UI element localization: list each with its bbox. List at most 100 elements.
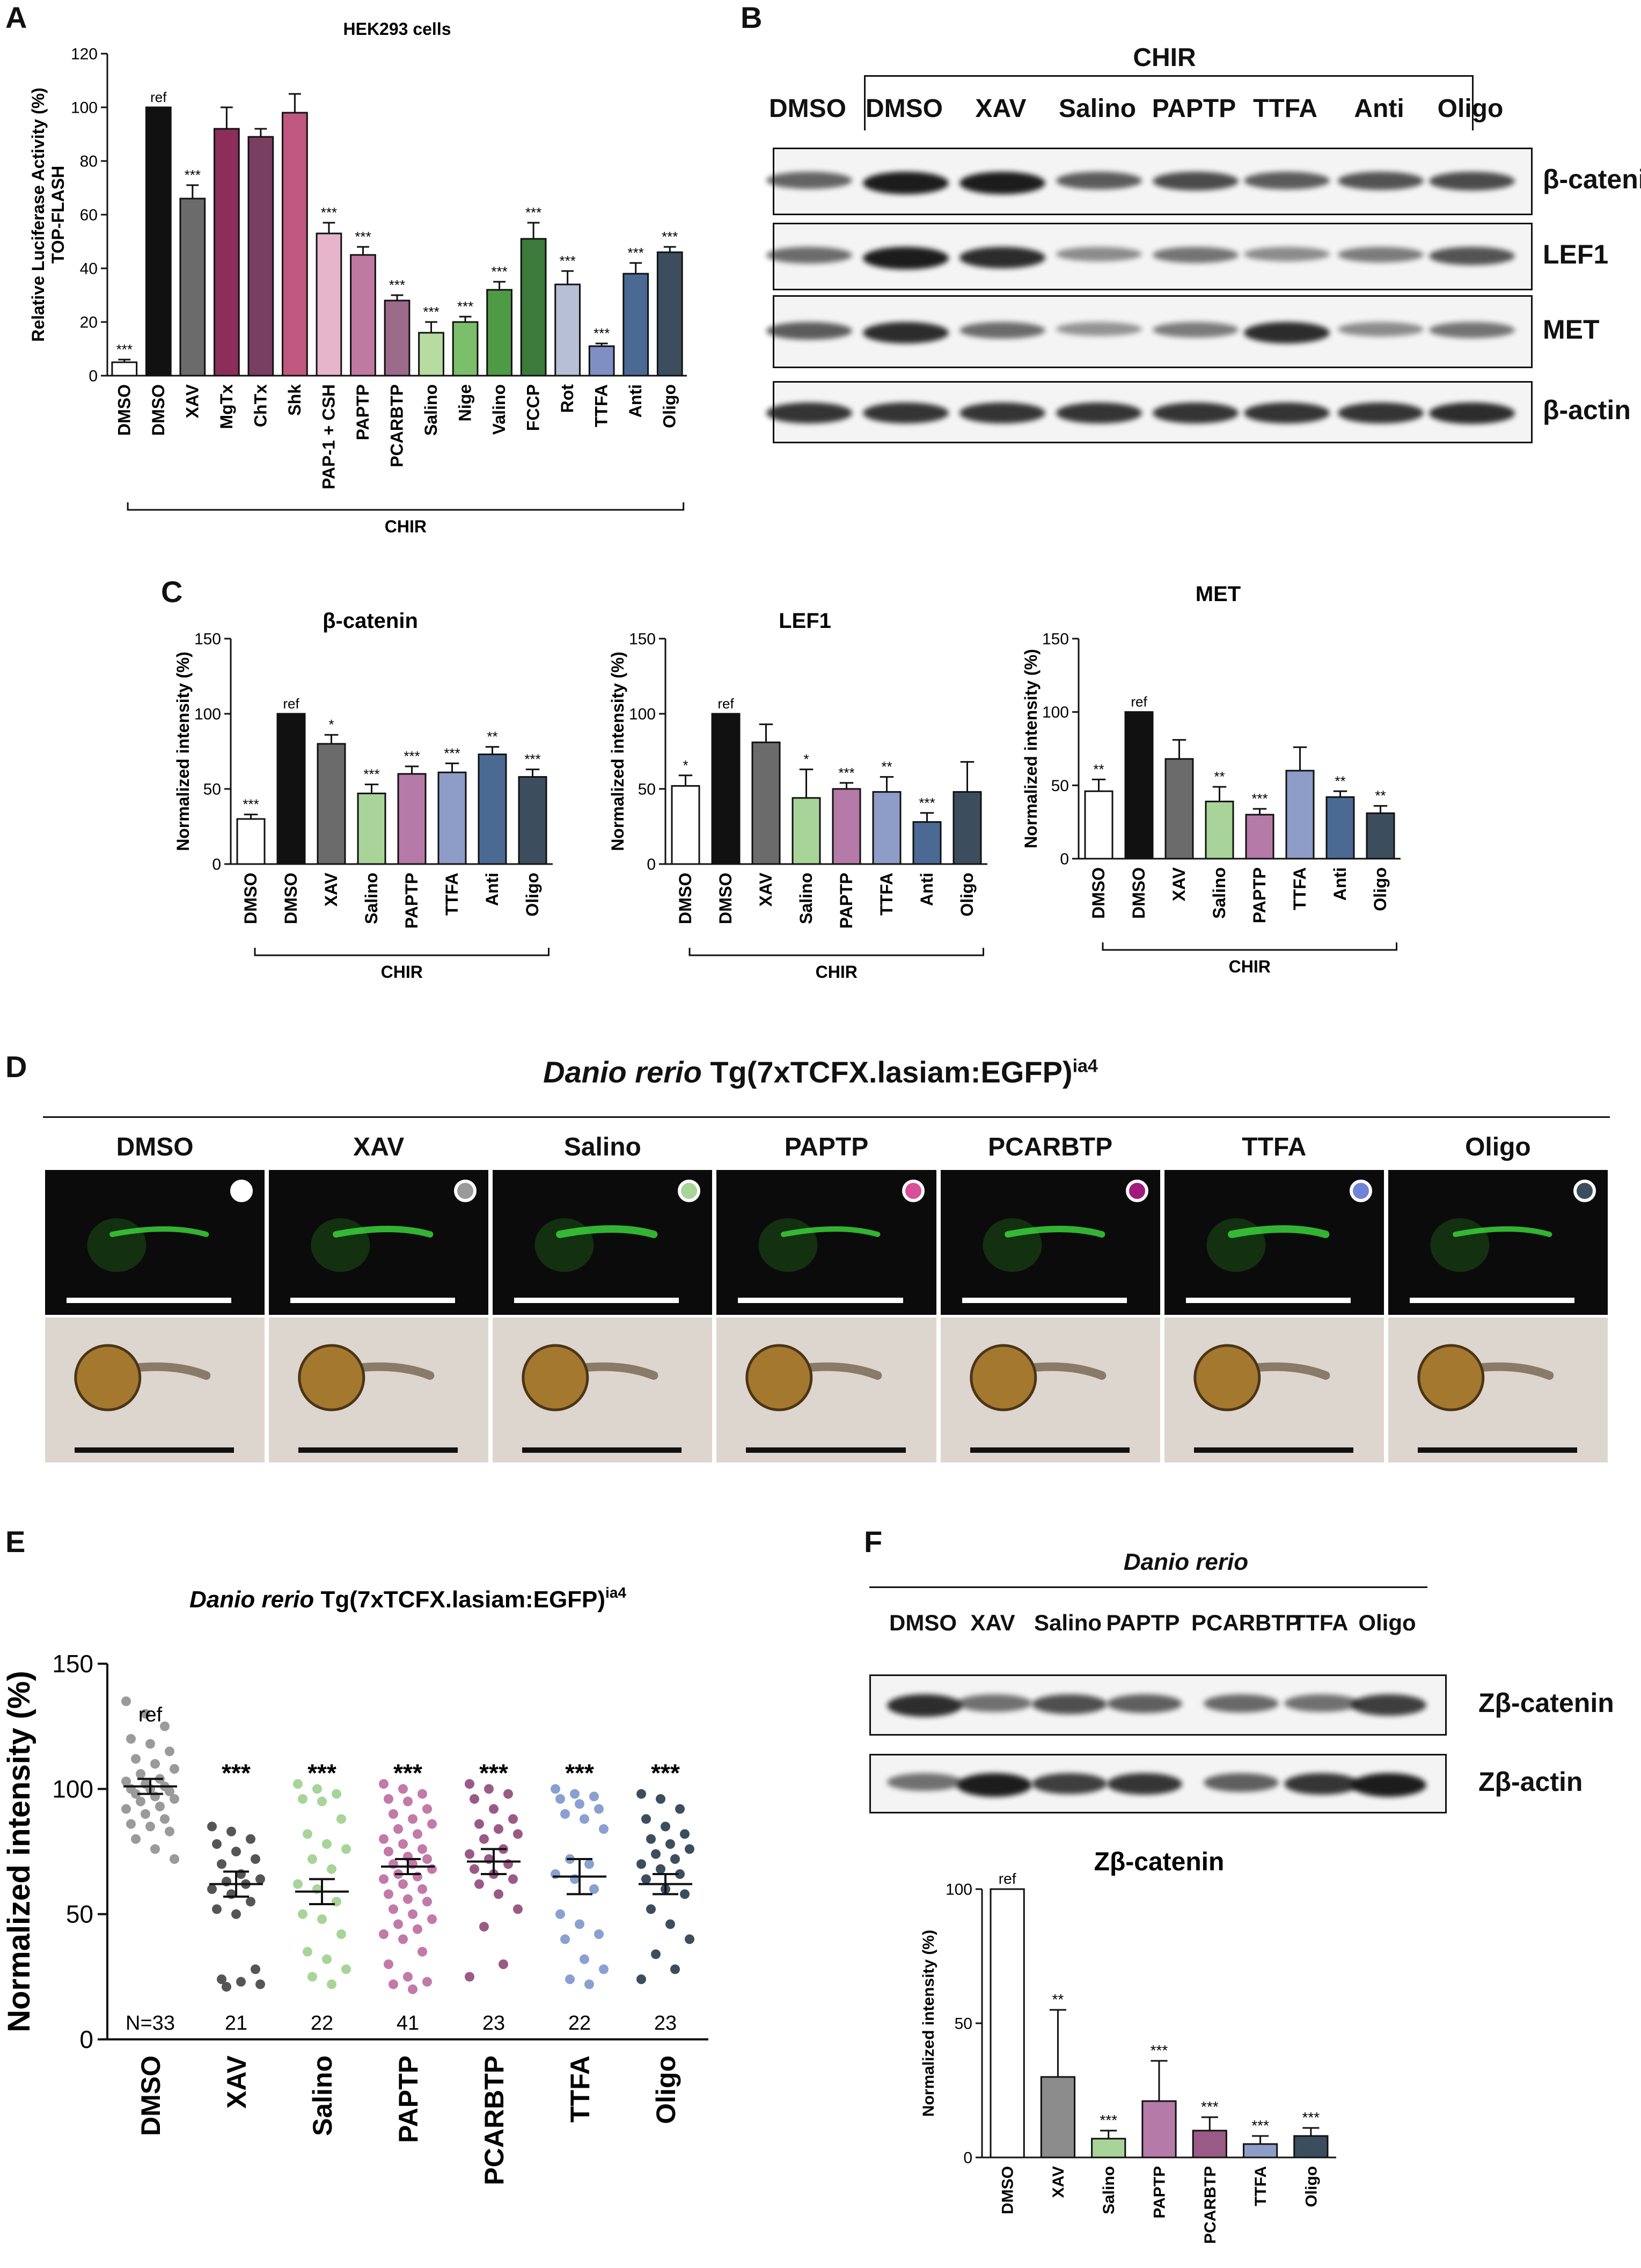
data-point <box>403 1894 413 1904</box>
fish-column-label: XAV <box>353 1133 405 1161</box>
bar <box>478 753 507 865</box>
data-point <box>136 1796 145 1806</box>
fluorescence-image <box>1164 1170 1384 1315</box>
blot-row-label: MET <box>1543 314 1600 345</box>
data-point <box>293 1779 303 1789</box>
data-point <box>322 1954 332 1964</box>
x-tick-label: DMSO <box>999 2166 1017 2214</box>
significance-label: *** <box>222 1759 251 1787</box>
data-point <box>413 1829 422 1839</box>
data-point <box>293 1879 303 1889</box>
x-tick-label: TTFA <box>592 384 611 427</box>
data-point <box>555 1909 565 1919</box>
chir-bracket <box>864 75 1474 130</box>
blot-band <box>1032 1694 1107 1715</box>
bar <box>317 743 346 865</box>
data-point <box>680 1829 690 1839</box>
significance-label: *** <box>307 1759 336 1787</box>
data-point <box>246 1897 255 1907</box>
blot-lane-label: TTFA <box>1253 94 1317 123</box>
data-point <box>170 1764 179 1774</box>
x-tick-label: DMSO <box>676 873 695 924</box>
significance-label: *** <box>243 796 259 813</box>
title-species: Danio rerio <box>189 1586 314 1613</box>
brightfield-image <box>269 1318 489 1462</box>
fluorescent-embryo-icon <box>983 1218 1105 1272</box>
blot-band <box>1056 172 1142 190</box>
panel-letter-b: B <box>741 1 763 34</box>
blot-band <box>1351 1694 1426 1716</box>
bar <box>1242 2143 1278 2159</box>
chir-group-label: CHIR <box>1133 43 1196 72</box>
bar <box>711 713 741 865</box>
data-point <box>165 1787 174 1796</box>
data-point <box>427 1914 437 1924</box>
chir-group-label: CHIR <box>381 962 423 982</box>
chart-title: MET <box>1196 582 1241 606</box>
fluorescent-embryo-icon <box>758 1218 881 1272</box>
x-tick-label: TTFA <box>1252 2166 1270 2206</box>
data-point <box>403 1796 413 1806</box>
significance-label: *** <box>559 253 575 269</box>
data-point <box>126 1819 136 1829</box>
x-tick-label: Salino <box>307 2055 338 2136</box>
x-tick-label: Oligo <box>523 873 542 917</box>
bar <box>1091 2138 1126 2159</box>
blot-lane-label: DMSO <box>889 1610 957 1635</box>
fluorescence-image <box>716 1170 936 1315</box>
data-point <box>641 1814 651 1824</box>
scale-bar <box>1417 1447 1577 1453</box>
blot-band <box>1244 322 1330 343</box>
data-point <box>594 1804 604 1814</box>
data-point <box>327 1979 336 1989</box>
scale-bar <box>290 1298 456 1303</box>
significance-label: *** <box>355 229 371 245</box>
data-point <box>222 1982 231 1992</box>
data-point <box>680 1889 690 1899</box>
data-point <box>665 1919 675 1929</box>
fish-column-label: Oligo <box>1465 1133 1531 1161</box>
bar <box>1141 2100 1177 2159</box>
significance-label: *** <box>363 766 379 782</box>
significance-label: * <box>683 757 688 773</box>
y-tick-label: 0 <box>647 856 656 874</box>
data-point <box>513 1829 523 1839</box>
blot-band <box>1244 247 1330 261</box>
fish-image-grid: DMSO XAV Salino PAPTP PCARBTP TTFA Oligo <box>43 1132 1610 1465</box>
y-tick-label: 50 <box>66 1900 93 1928</box>
scale-bar <box>522 1447 682 1453</box>
blot-band <box>1244 172 1330 190</box>
data-point <box>422 1897 432 1907</box>
x-tick-label: TTFA <box>442 873 461 916</box>
panel-d-rule <box>43 1116 1610 1118</box>
significance-label: *** <box>651 1759 680 1787</box>
data-point <box>646 1834 656 1844</box>
data-point <box>422 1804 432 1814</box>
data-point <box>160 1814 170 1824</box>
data-point <box>560 1934 570 1944</box>
y-tick-label: 100 <box>629 706 656 723</box>
significance-label: * <box>803 751 809 767</box>
blot-band <box>1429 172 1515 191</box>
blot-lane-label: Oligo <box>1437 94 1504 123</box>
scale-bar <box>514 1298 679 1303</box>
data-point <box>599 1964 609 1974</box>
y-tick-label: 150 <box>629 631 656 648</box>
y-tick-label: 100 <box>946 1881 972 1899</box>
blot-band <box>1338 247 1424 262</box>
x-tick-label: XAV <box>321 872 341 906</box>
blot-band <box>1153 403 1239 423</box>
scale-bar <box>970 1447 1130 1453</box>
data-point <box>303 1829 312 1839</box>
significance-label: *** <box>185 167 201 183</box>
data-point <box>465 1849 474 1859</box>
bar <box>179 197 206 377</box>
bar <box>656 251 683 377</box>
data-point <box>336 1929 346 1939</box>
blot-band <box>863 322 949 343</box>
data-point <box>212 1839 222 1849</box>
y-tick-label: 0 <box>89 368 98 385</box>
data-point <box>251 1964 260 1974</box>
bar <box>437 771 467 865</box>
x-tick-label: Salino <box>362 873 381 924</box>
